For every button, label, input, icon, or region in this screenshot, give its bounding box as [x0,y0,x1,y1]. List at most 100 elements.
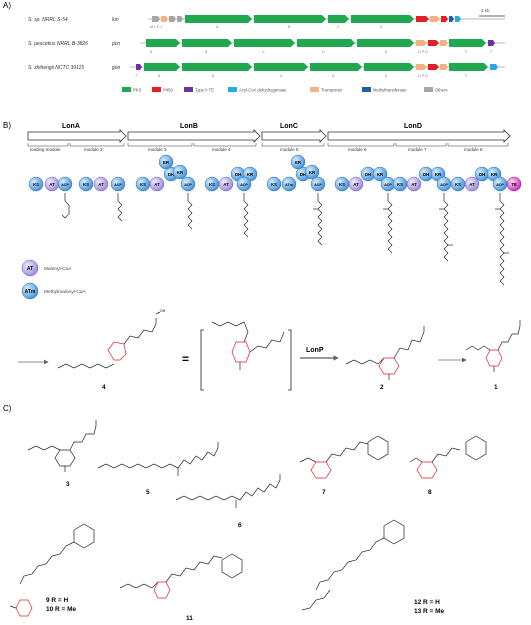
module-brackets [27,143,509,147]
scale-bar: 3 kb [479,8,505,17]
svg-text:KS: KS [140,182,146,187]
compound-13-label: 13 R = Me [414,608,445,615]
compound-1-label: 1 [494,384,498,391]
domain-acp: ACP [236,176,252,192]
svg-text:ACP: ACP [440,183,448,187]
compound-4-structure [57,311,161,369]
svg-text:AT: AT [154,182,160,187]
svg-text:ER: ER [295,160,302,165]
domain-ks: KS [266,176,282,192]
svg-text:=: = [182,352,189,366]
compound-1-structure [465,320,521,372]
svg-text:KS: KS [397,182,403,187]
compound-10-label: 10 R = Me [46,606,77,613]
svg-text:KR: KR [177,170,184,175]
svg-text:A: A [215,25,219,29]
domain-kr: KR [372,166,388,182]
compound-3-label: 3 [66,481,70,488]
compound-3-structure [27,420,97,472]
intermediate-structure [200,321,292,391]
svg-text:KS: KS [339,182,345,187]
domain-at: AT [44,176,60,192]
svg-text:KR: KR [435,172,442,177]
organism-name: S. zhihengii NCTC 39115 [28,65,84,71]
module-4: module 4 [212,147,231,152]
svg-text:E: E [385,50,388,54]
domain-at: AT [93,176,109,192]
domain-at: AT [149,176,165,192]
svg-text:A: A [157,74,161,78]
svg-text:ATm: ATm [285,183,293,187]
domain-acp: ACP [310,176,326,192]
svg-text:C: C [337,25,340,29]
domain-acp: ACP [110,176,126,192]
svg-text:AT: AT [49,182,55,187]
legend-acyl-coa-dh: Acyl-CoA dehydrogenase [239,88,287,93]
compound-11-label: 11 [186,615,193,622]
svg-text:DH: DH [300,172,306,177]
compound-6-label: 6 [238,522,242,529]
compound-12-13-structure [301,519,405,611]
svg-text:ACP: ACP [314,183,322,187]
domain-ks: KS [135,176,151,192]
key-atm-ball: ATm [25,289,36,295]
domain-ks: KS [204,176,220,192]
svg-text:OH: OH [160,309,166,313]
svg-text:D: D [332,74,335,78]
legend-others: Others [435,88,448,93]
panel-a-label: A) [3,1,11,10]
panel-b-label: B) [3,121,11,130]
module-8: module 8 [464,147,483,152]
domain-ks: KS [450,176,466,192]
svg-text:ACP: ACP [496,183,504,187]
svg-text:KR: KR [309,170,316,175]
svg-text:DH: DH [235,172,241,177]
module-6: module 6 [348,147,367,152]
domain-ks: KS [334,176,350,192]
svg-text:G P H: G P H [418,50,428,54]
domain-at: AT [406,176,422,192]
compound-2-structure [345,326,425,380]
module-loading: loading module [30,147,61,152]
svg-text:B: B [212,74,215,78]
organism-name: S. peucetius NRRL B-3826 [28,41,88,47]
legend-p450: P450 [163,88,173,93]
svg-text:ER: ER [163,160,170,165]
gene-cluster-pcn: S. peucetius NRRL B-3826 pcn A B C D E G… [28,39,505,54]
domain-at: AT [464,176,480,192]
domain-at: AT [348,176,364,192]
key-at-ball: AT [27,266,33,272]
svg-text:DH: DH [365,172,371,177]
svg-text:KR: KR [247,172,254,177]
domain-ks: KS [392,176,408,192]
svg-text:ACP: ACP [114,183,122,187]
svg-text:D: D [322,50,325,54]
module-2: module 2 [84,147,103,152]
compound-7-label: 7 [322,489,326,496]
domain-atm: ATm [281,176,297,192]
compound-9-label: 9 R = H [46,597,69,604]
domain-ks: KS [28,176,44,192]
svg-text:AT: AT [223,182,229,187]
module-5: module 5 [280,147,299,152]
svg-text:ACP: ACP [61,183,69,187]
svg-text:C: C [262,50,265,54]
domain-te: TE [506,176,522,192]
gene-cluster-gon: S. zhihengii NCTC 39115 gon T A B C D E … [28,63,505,78]
domain-at: AT [218,176,234,192]
domain-key: AT Malonyl-CoA ATm Methylmalonyl-CoA [21,259,86,300]
svg-text:DH: DH [423,172,429,177]
panel-c-label: C) [3,404,12,413]
svg-text:DH: DH [168,172,174,177]
compound-5-label: 5 [146,489,150,496]
scale-label: 3 kb [481,8,490,13]
legend-pks: PKS [133,88,142,93]
cluster-name: pcn [111,41,120,47]
svg-text:B: B [205,50,208,54]
key-malonyl-coa: Malonyl-CoA [44,266,72,272]
legend-transporter: Transporter [321,88,343,93]
svg-text:F: F [465,74,468,78]
domain-acp: ACP [492,176,508,192]
svg-text:KS: KS [455,182,461,187]
